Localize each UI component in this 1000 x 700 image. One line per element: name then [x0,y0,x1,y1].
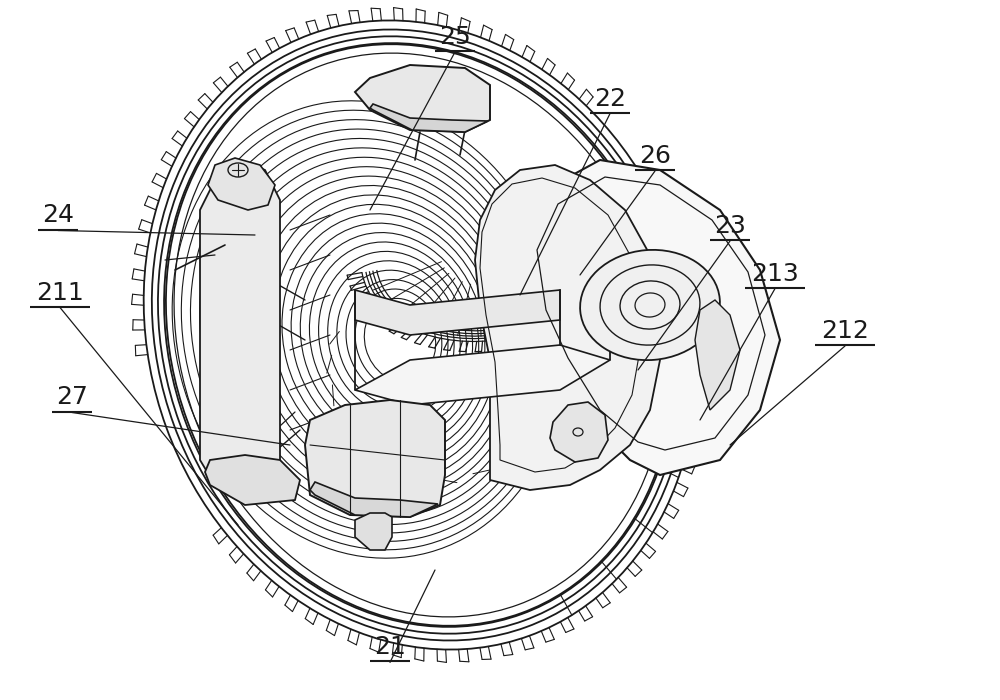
Text: 212: 212 [821,319,869,343]
Polygon shape [520,160,780,475]
Text: 23: 23 [714,214,746,238]
Text: 27: 27 [56,386,88,410]
Text: 22: 22 [594,87,626,111]
Text: 211: 211 [36,281,84,304]
Polygon shape [310,482,438,517]
Polygon shape [305,400,445,517]
Text: 26: 26 [639,144,671,168]
Polygon shape [370,104,488,132]
Text: 213: 213 [751,262,799,286]
Polygon shape [208,158,275,210]
Polygon shape [475,165,660,490]
Ellipse shape [129,6,711,664]
Polygon shape [355,290,560,335]
Polygon shape [355,65,490,132]
Polygon shape [695,300,740,410]
Polygon shape [550,402,608,462]
Text: 25: 25 [439,25,471,49]
Polygon shape [200,160,280,500]
Ellipse shape [580,250,720,360]
Polygon shape [355,345,610,405]
Text: 24: 24 [42,204,74,228]
Polygon shape [355,513,392,550]
Polygon shape [205,455,300,505]
Text: 21: 21 [374,636,406,659]
